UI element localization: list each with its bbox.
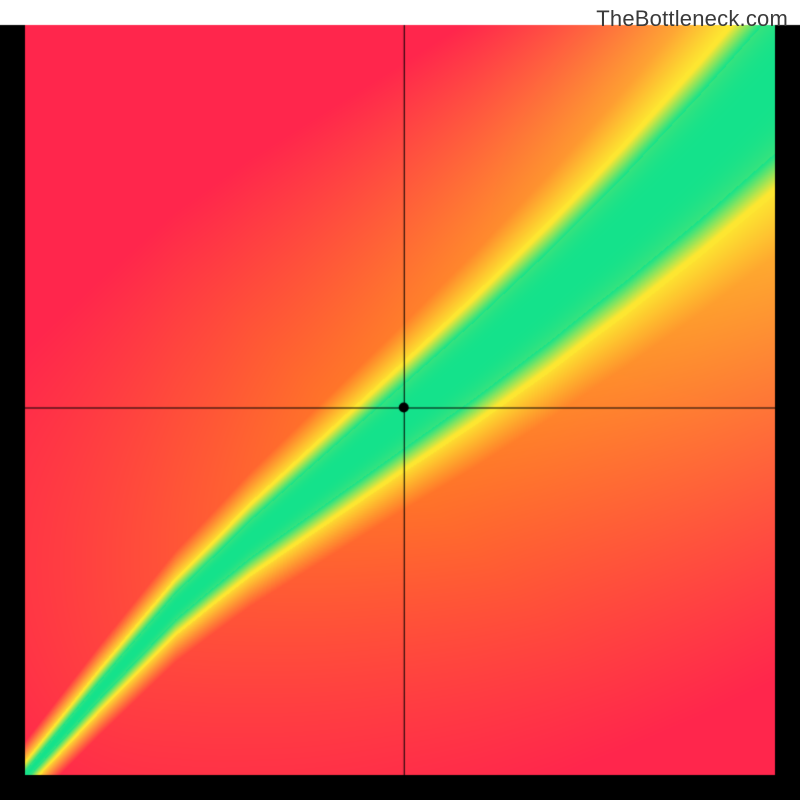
chart-container: TheBottleneck.com [0, 0, 800, 800]
heatmap-canvas [0, 0, 800, 800]
attribution-text: TheBottleneck.com [596, 6, 788, 32]
